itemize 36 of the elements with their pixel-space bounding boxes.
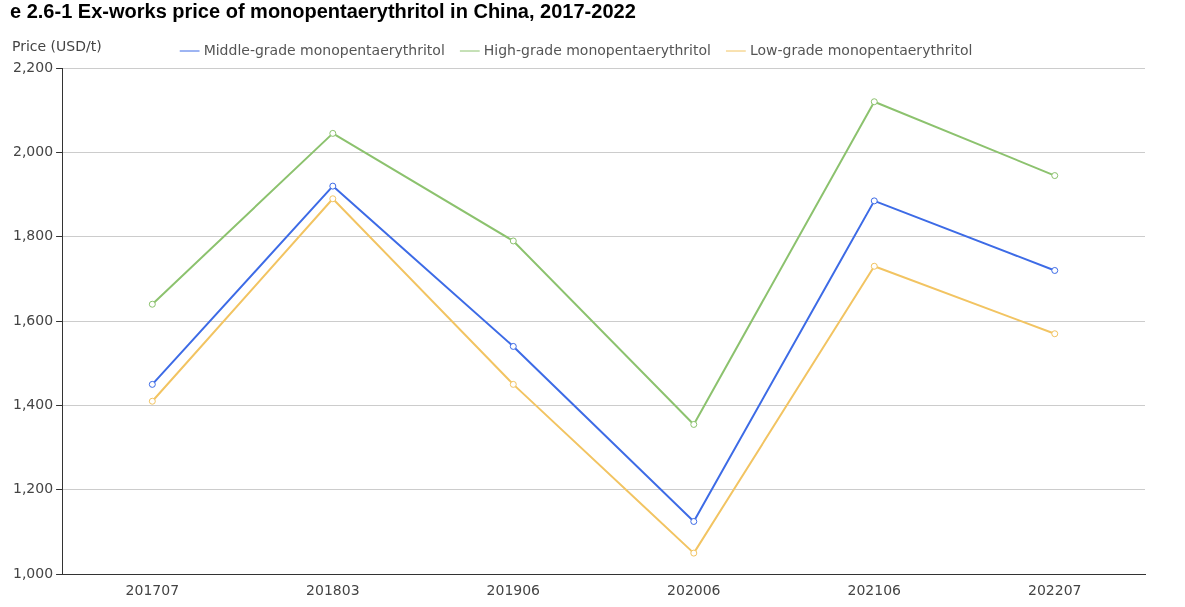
point	[690, 420, 698, 428]
point	[870, 98, 878, 106]
y-tick-label: 1,400	[12, 396, 54, 413]
point	[690, 549, 698, 557]
x-tick-label: 202106	[847, 582, 902, 599]
point	[1051, 266, 1059, 274]
x-tick-label: 202006	[667, 582, 721, 599]
point	[509, 380, 517, 388]
chart-title: e 2.6-1 Ex-works price of monopentaerythritol in China, 2017-2022	[10, 0, 636, 22]
legend-label: Low-grade monopentaerythritol	[749, 41, 973, 58]
point	[509, 237, 517, 245]
point	[1051, 172, 1059, 180]
point	[329, 195, 337, 203]
point	[509, 342, 517, 350]
point	[690, 517, 698, 525]
point	[870, 197, 878, 205]
point	[148, 300, 156, 308]
point	[148, 380, 156, 388]
x-tick-label: 201803	[306, 582, 360, 599]
y-axis-title: Price (USD/t)	[12, 37, 102, 54]
y-tick-label: 1,000	[12, 564, 54, 581]
point	[148, 397, 156, 405]
y-tick-label: 1,600	[12, 311, 54, 328]
legend-label: High-grade monopentaerythritol	[483, 41, 711, 58]
y-tick-label: 2,200	[12, 58, 54, 75]
point	[1051, 330, 1059, 338]
x-tick-label: 201707	[125, 582, 180, 599]
y-tick-label: 2,000	[12, 143, 54, 160]
point	[329, 129, 337, 137]
point	[329, 182, 337, 190]
x-tick-label: 201906	[486, 582, 541, 599]
y-tick-label: 1,200	[12, 480, 54, 497]
legend-label: Middle-grade monopentaerythritol	[203, 41, 445, 58]
x-tick-label: 202207	[1028, 582, 1082, 599]
point	[870, 262, 878, 270]
y-tick-label: 1,800	[12, 227, 54, 244]
